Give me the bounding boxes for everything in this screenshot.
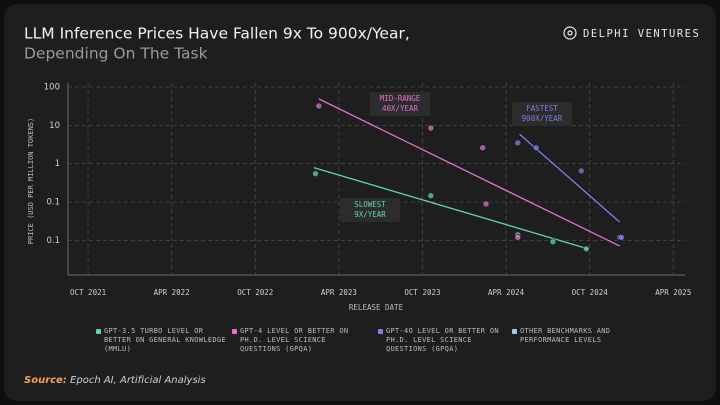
x-tick-label: OCT 2022 <box>237 288 273 297</box>
x-tick-label: OCT 2023 <box>404 288 440 297</box>
annotation-text: 900X/YEAR <box>522 114 563 123</box>
legend-label: GPT-3.5 TURBO LEVEL OR BETTER ON GENERAL… <box>104 327 226 353</box>
annotation-box <box>370 92 430 116</box>
annotation-text: SLOWEST <box>354 200 386 209</box>
data-point <box>514 139 522 147</box>
source-label: Source: <box>24 375 67 386</box>
legend-swatch <box>232 329 237 334</box>
x-tick-label: APR 2023 <box>321 288 357 297</box>
data-point <box>427 124 435 132</box>
legend-label: GPT-4O LEVEL OR BETTER ON PH.D. LEVEL SC… <box>386 327 499 353</box>
data-point <box>479 144 486 152</box>
legend-item: GPT-4 LEVEL OR BETTER ON PH.D. LEVEL SCI… <box>232 327 370 354</box>
legend-swatch <box>96 329 101 334</box>
legend-swatch <box>512 329 517 334</box>
x-axis-label: RELEASE DATE <box>349 303 404 312</box>
brand: DELPHI VENTURES <box>583 28 700 40</box>
annotation-text: 9X/YEAR <box>354 210 386 219</box>
y-tick-label: 0.1 <box>46 236 60 246</box>
data-point <box>315 102 323 110</box>
data-point <box>482 200 490 208</box>
data-point <box>578 167 585 175</box>
y-axis-label: PRICE (USD PER MILLION TOKENS) <box>27 118 35 244</box>
source-line: Source: Epoch AI, Artificial Analysis <box>24 375 206 386</box>
annotation-box <box>340 198 400 222</box>
data-point <box>618 234 625 241</box>
x-tick-label: APR 2025 <box>655 288 691 297</box>
annotation-text: MID-RANGE <box>380 94 421 103</box>
annotation-text: FASTEST <box>526 104 558 113</box>
chart-subtitle: Depending On The Task <box>24 45 208 63</box>
legend-item: GPT-4O LEVEL OR BETTER ON PH.D. LEVEL SC… <box>378 327 516 354</box>
data-point <box>312 170 319 177</box>
x-tick-label: APR 2022 <box>154 288 190 297</box>
data-point <box>514 234 522 241</box>
x-tick-label: APR 2024 <box>488 288 525 297</box>
trend-line <box>313 166 589 250</box>
chart-title: LLM Inference Prices Have Fallen 9x To 9… <box>24 25 410 43</box>
annotation-text: 40X/YEAR <box>382 104 419 113</box>
data-point <box>427 192 435 200</box>
source: Epoch AI, Artificial Analysis <box>70 375 206 386</box>
data-point <box>532 144 540 152</box>
annotation-box <box>512 102 572 126</box>
trend-line <box>318 98 621 247</box>
y-tick-label: 0.1 <box>46 198 60 208</box>
legend-swatch <box>378 329 383 334</box>
logo-icon <box>563 26 577 40</box>
y-tick-label: 100 <box>44 83 60 93</box>
data-point <box>549 238 557 246</box>
legend-label: OTHER BENCHMARKS AND PERFORMANCE LEVELS <box>520 327 611 344</box>
legend-item: GPT-3.5 TURBO LEVEL OR BETTER ON GENERAL… <box>96 327 234 354</box>
y-tick-label: 1 <box>55 159 60 169</box>
x-tick-label: OCT 2021 <box>70 288 106 297</box>
y-tick-label: 10 <box>49 121 60 131</box>
data-point <box>583 245 590 253</box>
x-tick-label: OCT 2024 <box>572 288 609 297</box>
legend-label: GPT-4 LEVEL OR BETTER ON PH.D. LEVEL SCI… <box>240 327 349 353</box>
legend-item: OTHER BENCHMARKS AND PERFORMANCE LEVELS <box>512 327 650 345</box>
